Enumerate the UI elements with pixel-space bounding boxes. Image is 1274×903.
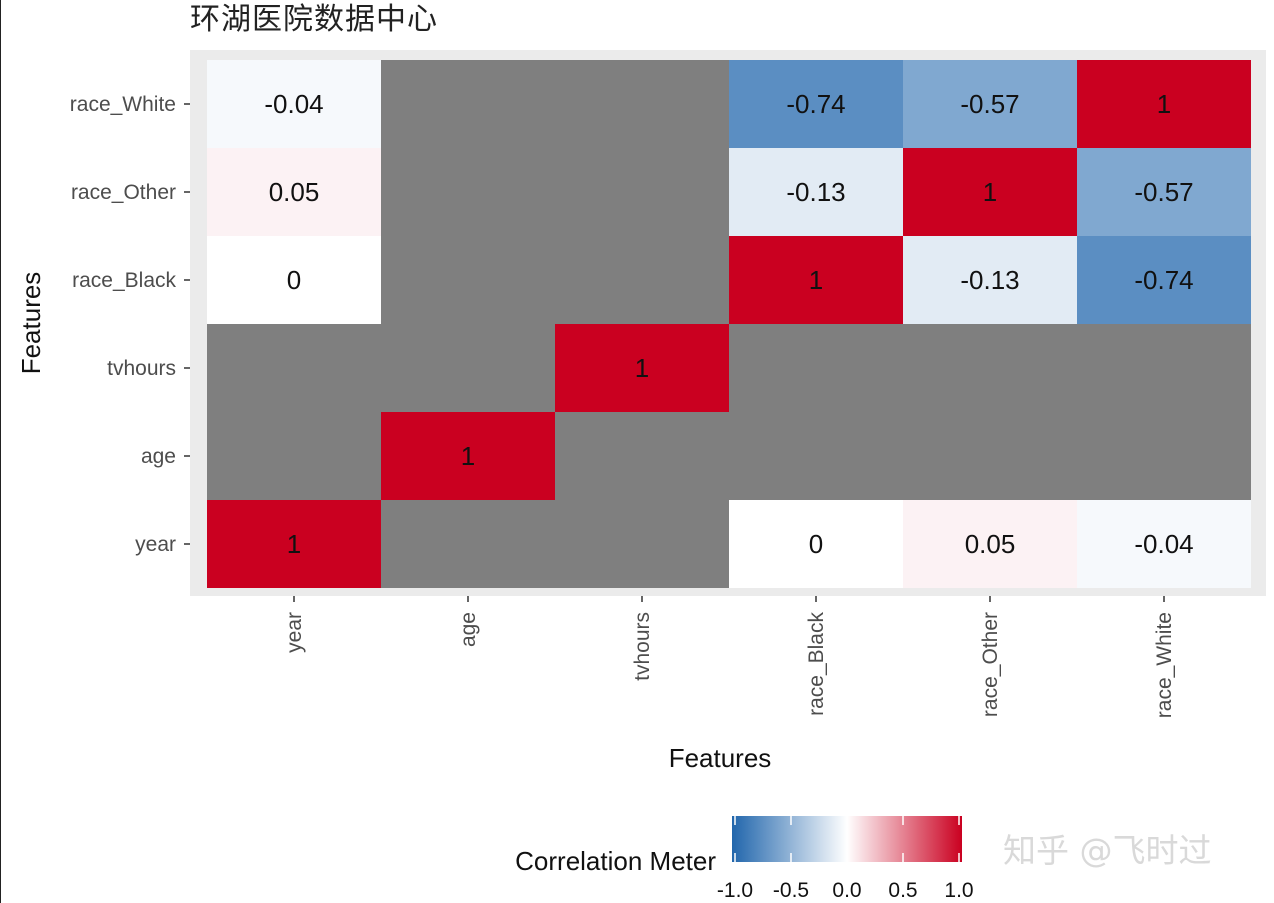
heatmap-cell (207, 500, 381, 588)
cell-value-label: -0.13 (786, 177, 845, 207)
cell-value-label: -0.04 (1134, 529, 1193, 559)
cell-value-label: 1 (635, 353, 649, 383)
cell-value-label: 0 (809, 529, 823, 559)
heatmap-cell (1077, 60, 1251, 148)
y-tick-label: age (141, 445, 176, 468)
legend-tick-label: -0.5 (773, 879, 809, 902)
y-tick-label: race_Black (72, 269, 176, 292)
heatmap-cell (903, 324, 1077, 412)
cell-value-label: -0.57 (1134, 177, 1193, 207)
legend-tick-label: 0.5 (888, 879, 917, 902)
heatmap-cell (729, 60, 903, 148)
x-tick-label: race_Black (805, 612, 828, 716)
cell-value-label: 0.05 (269, 177, 320, 207)
x-tick-label: race_White (1153, 612, 1176, 718)
heatmap-cell (555, 236, 729, 324)
x-tick-label: race_Other (979, 612, 1002, 717)
heatmap-cell (207, 148, 381, 236)
heatmap-cell (1077, 324, 1251, 412)
heatmap-cell (729, 500, 903, 588)
heatmap-cell (903, 236, 1077, 324)
heatmap-cell (381, 236, 555, 324)
heatmap-cell (207, 236, 381, 324)
y-tick-label: race_Other (71, 181, 176, 204)
cell-value-label: -0.74 (786, 89, 845, 119)
heatmap-cell (1077, 500, 1251, 588)
heatmap-cell (381, 324, 555, 412)
heatmap-cell (1077, 412, 1251, 500)
legend-tick-label: -1.0 (717, 879, 753, 902)
cell-value-label: -0.74 (1134, 265, 1193, 295)
cell-value-label: 1 (983, 177, 997, 207)
heatmap-cell (1077, 148, 1251, 236)
chart-title: 环湖医院数据中心 (190, 2, 438, 37)
cell-value-label: -0.13 (960, 265, 1019, 295)
heatmap-cell (555, 500, 729, 588)
heatmap-cell (207, 412, 381, 500)
window-left-border (0, 0, 1, 903)
y-tick-label: tvhours (107, 357, 176, 380)
cell-value-label: 1 (1157, 89, 1171, 119)
cell-value-label: -0.04 (264, 89, 323, 119)
cell-value-label: 0 (287, 265, 301, 295)
heatmap-cell (381, 148, 555, 236)
legend-tick-label: 1.0 (944, 879, 973, 902)
heatmap-cell (555, 148, 729, 236)
watermark: 知乎 @飞时过 (1003, 831, 1212, 870)
cell-value-label: 1 (287, 529, 301, 559)
x-tick-label: year (283, 612, 306, 653)
heatmap-cell (729, 236, 903, 324)
x-tick-label: age (457, 612, 480, 647)
heatmap-cell (729, 324, 903, 412)
cell-value-label: 1 (461, 441, 475, 471)
heatmap-cell (903, 500, 1077, 588)
heatmap-cell (903, 60, 1077, 148)
heatmap-cell (903, 412, 1077, 500)
cell-value-label: 1 (809, 265, 823, 295)
x-axis-title: Features (669, 743, 772, 773)
heatmap-cell (381, 500, 555, 588)
cell-value-label: -0.57 (960, 89, 1019, 119)
heatmap-cell (729, 412, 903, 500)
heatmap-cell (555, 412, 729, 500)
heatmap-cell (729, 148, 903, 236)
legend-title: Correlation Meter (515, 846, 716, 876)
y-tick-label: year (135, 533, 176, 556)
y-axis-title: Features (16, 272, 46, 375)
cell-value-label: 0.05 (965, 529, 1016, 559)
legend-tick-label: 0.0 (832, 879, 861, 902)
heatmap-cell (555, 60, 729, 148)
x-tick-label: tvhours (631, 612, 654, 681)
heatmap-cell (207, 324, 381, 412)
heatmap-cell (207, 60, 381, 148)
heatmap-cell (381, 60, 555, 148)
heatmap-cell (555, 324, 729, 412)
heatmap-cell (381, 412, 555, 500)
heatmap-cell (1077, 236, 1251, 324)
y-tick-label: race_White (70, 93, 176, 116)
heatmap-cell (903, 148, 1077, 236)
